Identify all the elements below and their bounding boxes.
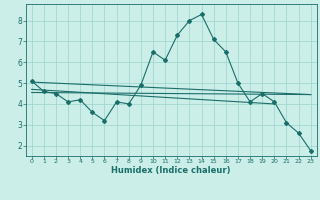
X-axis label: Humidex (Indice chaleur): Humidex (Indice chaleur) — [111, 166, 231, 175]
